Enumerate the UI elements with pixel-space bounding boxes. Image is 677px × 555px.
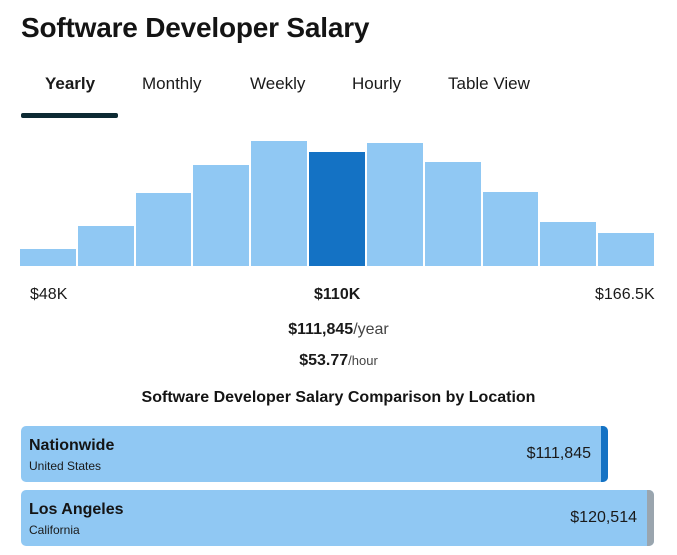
- histogram-bar-median[interactable]: [309, 152, 365, 266]
- histogram-bar[interactable]: [424, 162, 481, 266]
- histogram-bar[interactable]: [366, 143, 423, 266]
- tab-monthly[interactable]: Monthly: [142, 74, 202, 93]
- tab-hourly[interactable]: Hourly: [352, 74, 402, 93]
- tab-yearly[interactable]: Yearly: [45, 74, 96, 93]
- location-region: California: [29, 523, 80, 537]
- histogram-bar[interactable]: [77, 226, 134, 266]
- yearly-salary-value: $111,845: [288, 321, 354, 338]
- histogram-bar[interactable]: [598, 233, 654, 266]
- salary-histogram: [20, 138, 654, 266]
- histogram-max-label: $166.5K: [595, 286, 655, 303]
- location-bar-los-angeles[interactable]: Los Angeles California $120,514: [21, 490, 654, 546]
- histogram-bar[interactable]: [540, 222, 597, 266]
- histogram-mid-label: $110K: [314, 286, 361, 303]
- histogram-bar[interactable]: [135, 193, 192, 266]
- histogram-bar[interactable]: [251, 141, 308, 266]
- location-bar-cap: [601, 426, 608, 482]
- hourly-salary-value: $53.77: [299, 352, 349, 369]
- location-amount: $111,845: [526, 445, 591, 462]
- yearly-salary-unit: /year: [353, 321, 389, 338]
- histogram-min-label: $48K: [30, 286, 68, 303]
- period-tabs: Yearly Monthly Weekly Hourly Table View: [21, 72, 661, 118]
- histogram-bar[interactable]: [193, 165, 250, 266]
- histogram-bar[interactable]: [482, 192, 539, 266]
- location-name: Los Angeles: [29, 501, 124, 518]
- location-region: United States: [29, 459, 102, 473]
- hourly-salary-summary: $53.77/hour: [0, 352, 677, 370]
- location-amount: $120,514: [570, 509, 637, 526]
- hourly-salary-unit: /hour: [348, 353, 378, 368]
- tab-weekly[interactable]: Weekly: [250, 74, 306, 93]
- location-bar-nationwide[interactable]: Nationwide United States $111,845: [21, 426, 608, 482]
- comparison-title: Software Developer Salary Comparison by …: [141, 389, 536, 406]
- location-bar-cap: [647, 490, 654, 546]
- page-title: Software Developer Salary: [21, 12, 370, 43]
- histogram-bar[interactable]: [20, 249, 76, 266]
- location-name: Nationwide: [29, 437, 115, 454]
- yearly-salary-summary: $111,845/year: [0, 321, 677, 339]
- active-tab-indicator: [21, 113, 118, 118]
- tab-table-view[interactable]: Table View: [448, 74, 530, 93]
